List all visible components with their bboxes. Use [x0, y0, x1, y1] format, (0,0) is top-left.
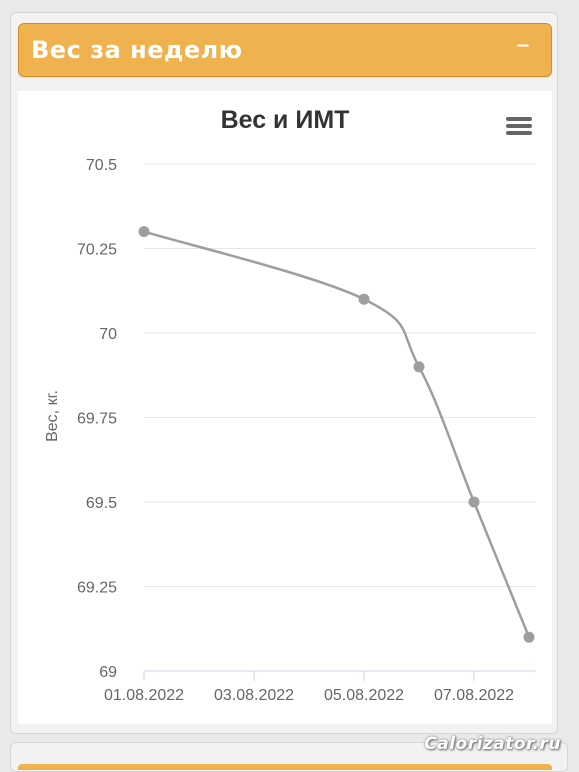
y-axis-label: Вес, кг. [44, 390, 61, 442]
next-widget-header[interactable] [18, 764, 552, 770]
panel-title: Вес за неделю [31, 36, 243, 64]
collapse-button[interactable]: – [516, 27, 530, 60]
x-axis: 01.08.2022 03.08.2022 05.08.2022 07.08.2022 [104, 670, 536, 704]
chart-card: Вес и ИМТ 70.5 70.25 70 69.75 69.5 69.25 69 01… [18, 91, 552, 724]
y-tick-label: 69.5 [86, 495, 117, 512]
data-point[interactable] [413, 361, 425, 373]
weight-chart: Вес и ИМТ 70.5 70.25 70 69.75 69.5 69.25 69 01… [44, 106, 536, 704]
watermark: Calorizator.ru [424, 734, 561, 754]
x-tick-label: 03.08.2022 [214, 687, 294, 704]
x-tick-label: 07.08.2022 [434, 687, 514, 704]
y-tick-label: 70.5 [86, 157, 117, 174]
panel-header[interactable]: Вес за неделю – [18, 23, 552, 77]
y-tick-label: 69.75 [77, 411, 117, 428]
grid-lines [144, 163, 536, 587]
x-tick-label: 01.08.2022 [104, 687, 184, 704]
data-point[interactable] [523, 631, 535, 643]
data-point[interactable] [138, 226, 150, 238]
y-tick-label: 70.25 [77, 242, 117, 259]
y-tick-label: 70 [99, 326, 117, 343]
x-tick-label: 05.08.2022 [324, 687, 404, 704]
y-tick-label: 69.25 [77, 580, 117, 597]
hamburger-menu-icon[interactable] [504, 115, 532, 145]
y-tick-label: 69 [99, 664, 117, 681]
data-point[interactable] [468, 496, 480, 508]
series-line [143, 230, 531, 638]
chart-title: Вес и ИМТ [221, 106, 350, 134]
data-point[interactable] [358, 293, 370, 305]
y-axis: 70.5 70.25 70 69.75 69.5 69.25 69 [77, 157, 117, 681]
series-points [138, 226, 535, 643]
